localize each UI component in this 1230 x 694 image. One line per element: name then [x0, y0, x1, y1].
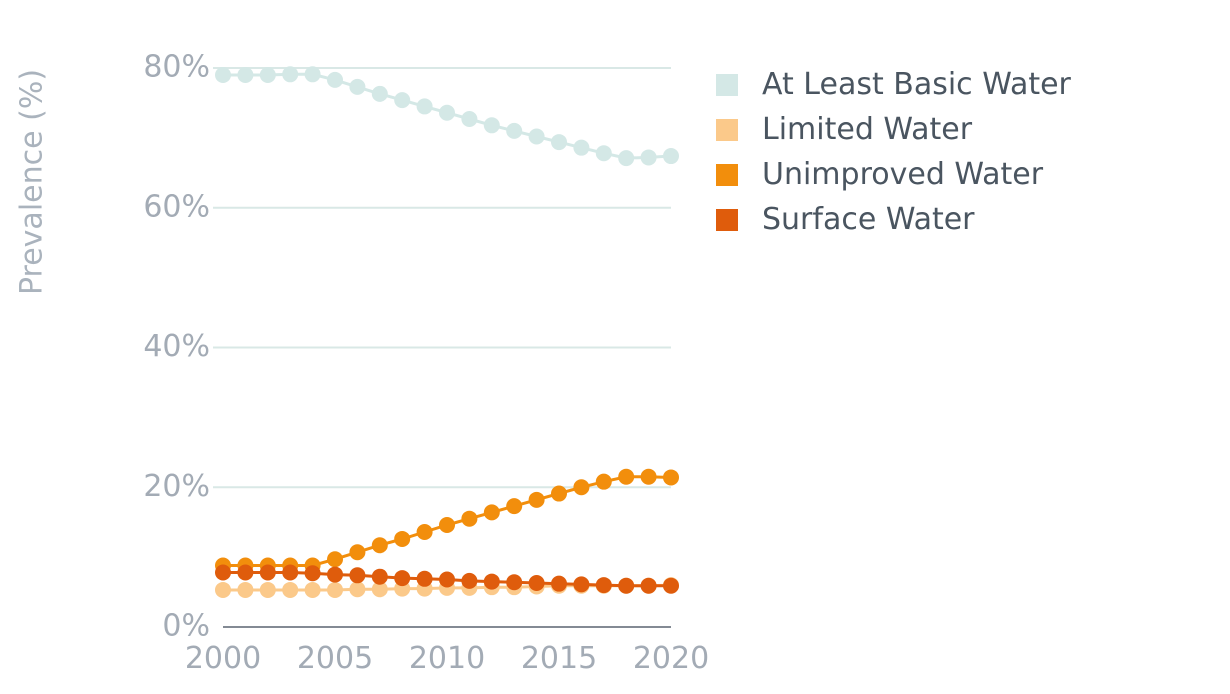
data-point	[663, 148, 679, 165]
x-tick-label: 2015	[521, 641, 597, 676]
data-point	[551, 134, 567, 151]
legend-item: Surface Water	[716, 197, 1071, 242]
data-point	[439, 571, 455, 588]
data-point	[371, 537, 388, 554]
data-point	[461, 572, 478, 589]
data-point	[528, 128, 545, 145]
series-at-least-basic-water	[215, 66, 679, 167]
data-point	[618, 150, 635, 167]
data-point	[506, 498, 523, 515]
data-point	[327, 581, 343, 598]
data-point	[394, 570, 411, 587]
data-point	[640, 468, 657, 485]
series-surface-water	[215, 564, 679, 594]
data-point	[483, 117, 500, 134]
data-point	[394, 530, 411, 547]
data-point	[349, 78, 366, 95]
data-point	[573, 576, 590, 593]
data-point	[618, 468, 635, 485]
data-point	[371, 85, 388, 102]
data-point	[573, 479, 590, 496]
data-point	[282, 564, 299, 581]
data-point	[215, 564, 231, 581]
legend-swatch	[716, 118, 738, 141]
data-point	[304, 66, 321, 83]
data-point	[483, 573, 500, 590]
legend-swatch	[716, 73, 738, 96]
data-point	[304, 565, 321, 582]
data-point	[573, 139, 590, 156]
data-point	[282, 581, 299, 598]
data-point	[640, 577, 657, 594]
data-point	[237, 66, 254, 83]
data-point	[506, 122, 523, 139]
data-point	[259, 581, 276, 598]
axes: 0% 20% 40% 60% 80% 2000 2005 2010 2015 2020	[143, 50, 709, 677]
data-point	[349, 581, 366, 598]
legend-item: At Least Basic Water	[716, 62, 1071, 107]
data-point	[304, 581, 321, 598]
data-point	[327, 566, 343, 583]
y-tick-label: 60%	[143, 189, 210, 224]
data-point	[595, 577, 612, 594]
data-point	[282, 66, 299, 83]
legend-label: Surface Water	[762, 202, 975, 237]
data-point	[439, 516, 455, 533]
data-point	[215, 66, 231, 83]
y-axis-title: Prevalence (%)	[15, 69, 50, 295]
data-point	[528, 491, 545, 508]
legend-label: At Least Basic Water	[762, 67, 1071, 102]
series-unimproved-water	[215, 468, 679, 574]
data-point	[663, 469, 679, 486]
data-point	[371, 581, 388, 598]
data-point	[416, 570, 433, 587]
data-point	[327, 551, 343, 568]
y-tick-label: 0%	[162, 609, 210, 644]
series-group	[215, 66, 679, 598]
x-tick-label: 2020	[633, 641, 709, 676]
data-point	[640, 149, 657, 166]
data-point	[259, 564, 276, 581]
data-point	[237, 581, 254, 598]
data-point	[394, 92, 411, 109]
data-point	[663, 577, 679, 594]
data-point	[349, 567, 366, 584]
data-point	[416, 523, 433, 540]
y-tick-label: 80%	[143, 50, 210, 85]
data-point	[371, 568, 388, 585]
y-tick-label: 40%	[143, 329, 210, 364]
data-point	[349, 544, 366, 561]
data-point	[551, 575, 567, 592]
data-point	[595, 473, 612, 490]
gridlines	[213, 67, 671, 489]
legend-label: Limited Water	[762, 112, 973, 147]
data-point	[439, 104, 455, 121]
data-point	[506, 574, 523, 591]
data-point	[461, 111, 478, 128]
legend-swatch	[716, 163, 738, 186]
legend-item: Unimproved Water	[716, 152, 1071, 197]
x-tick-label: 2000	[185, 641, 261, 676]
legend: At Least Basic Water Limited Water Unimpro…	[716, 62, 1071, 242]
data-point	[215, 581, 231, 598]
legend-item: Limited Water	[716, 107, 1071, 152]
data-point	[416, 98, 433, 115]
y-tick-label: 20%	[143, 469, 210, 504]
data-point	[618, 577, 635, 594]
data-point	[483, 504, 500, 521]
data-point	[259, 66, 276, 83]
x-tick-label: 2010	[409, 641, 485, 676]
legend-label: Unimproved Water	[762, 157, 1044, 192]
legend-swatch	[716, 208, 738, 231]
data-point	[461, 510, 478, 527]
data-point	[327, 71, 343, 88]
data-point	[528, 574, 545, 591]
data-point	[551, 485, 567, 502]
data-point	[595, 145, 612, 162]
x-tick-label: 2005	[297, 641, 373, 676]
data-point	[237, 564, 254, 581]
